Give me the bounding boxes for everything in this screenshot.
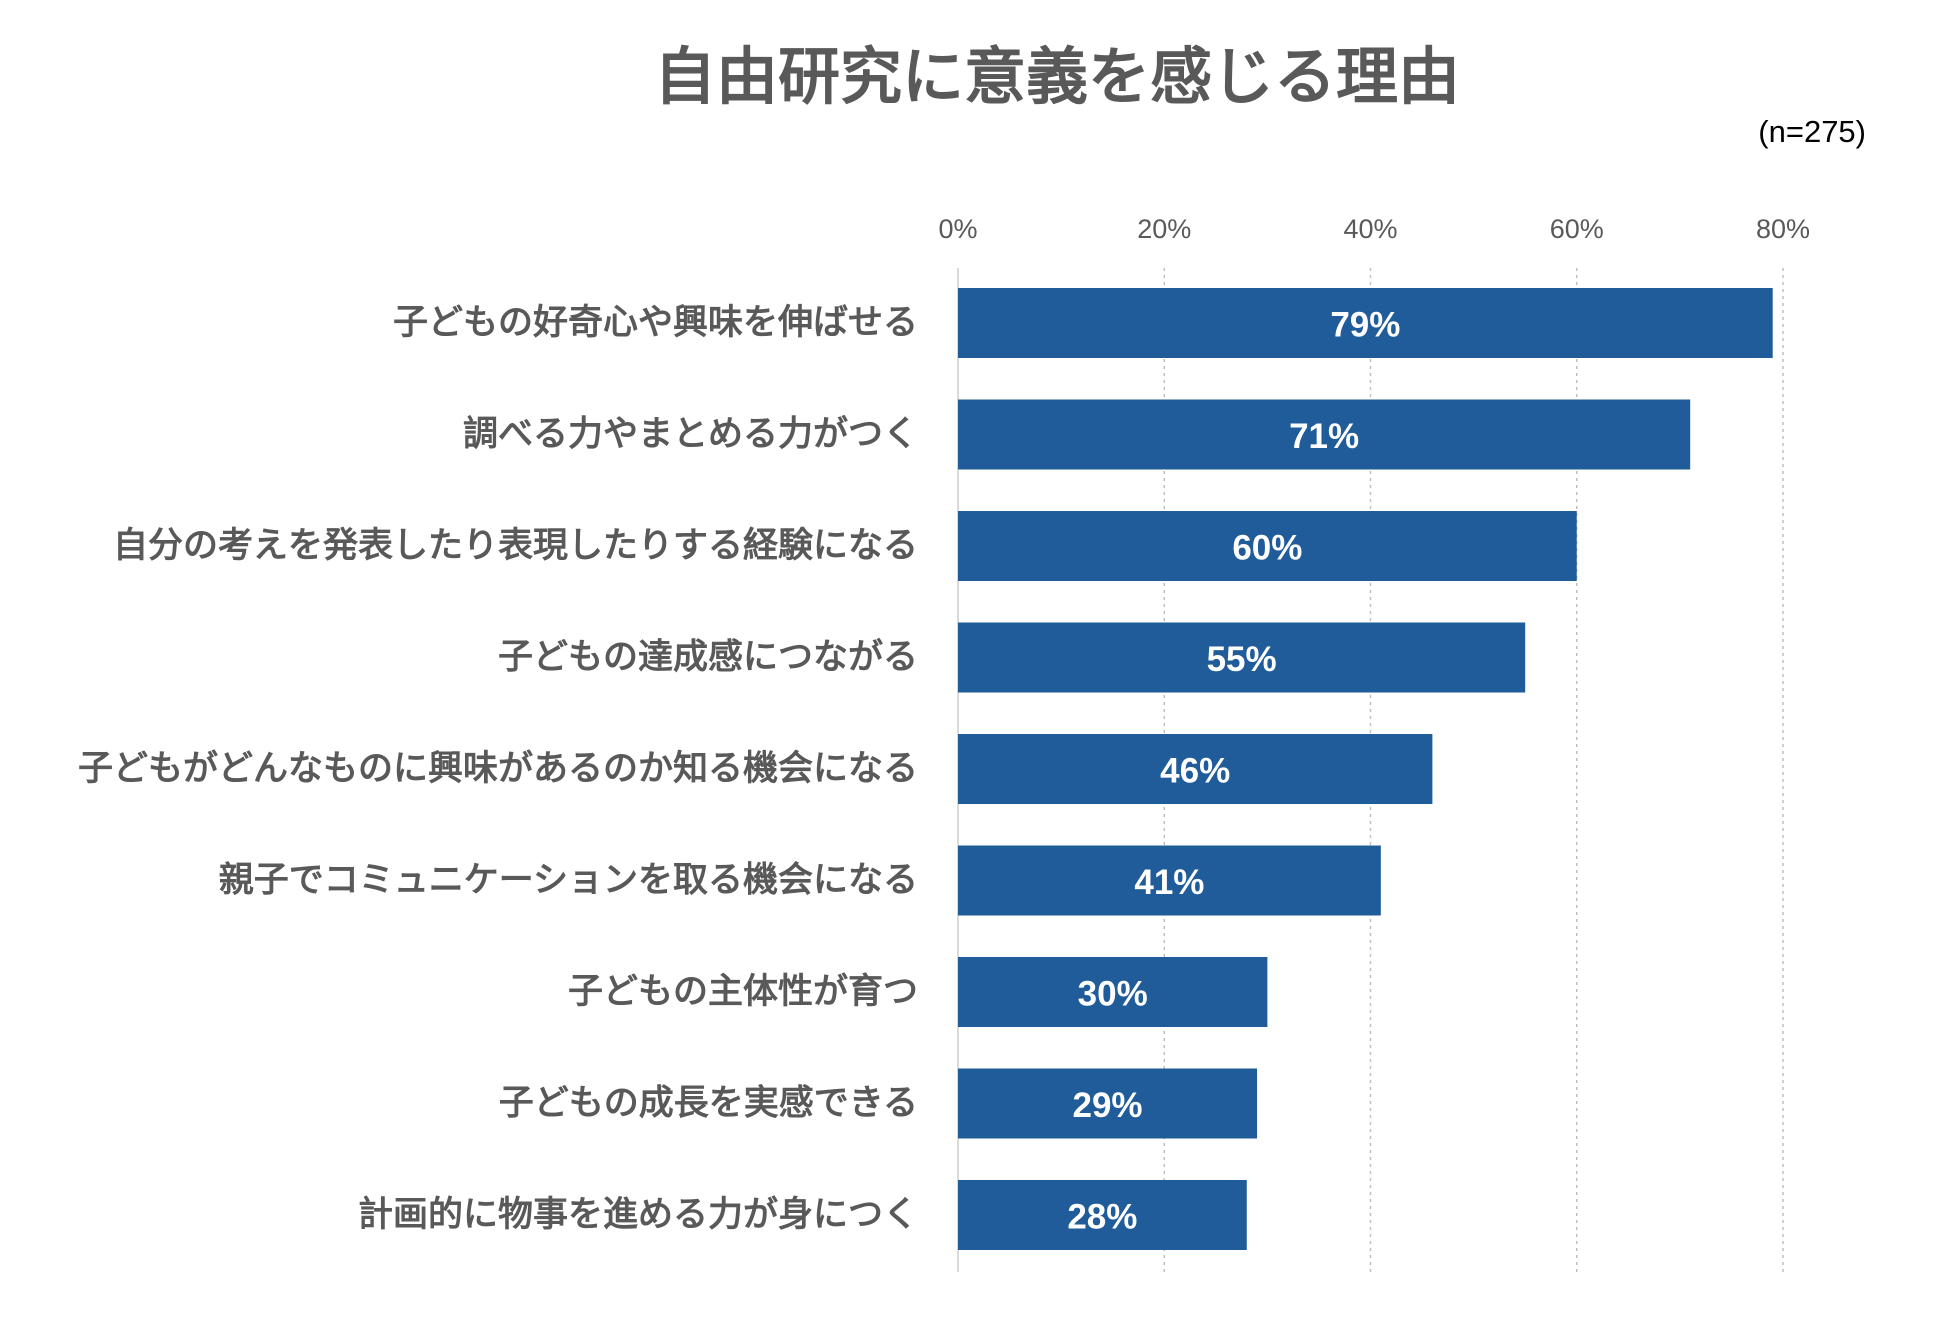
category-label: 子どもの達成感につながる: [498, 638, 918, 678]
bar: [958, 288, 1773, 358]
value-label: 79%: [1330, 306, 1400, 345]
value-label: 71%: [1289, 417, 1359, 456]
category-label: 親子でコミュニケーションを取る機会になる: [219, 861, 918, 901]
bar: [958, 511, 1577, 581]
bar: [958, 845, 1381, 916]
value-label: 46%: [1160, 752, 1230, 791]
category-label: 自分の考えを発表したり表現したりする経験になる: [113, 526, 918, 566]
sample-size-note: (n=275): [1758, 114, 1866, 149]
value-label: 60%: [1232, 529, 1302, 568]
category-label: 子どもの成長を実感できる: [499, 1084, 918, 1124]
x-tick-label: 60%: [1550, 214, 1604, 244]
chart-title: 自由研究に意義を感じる理由: [654, 40, 1460, 113]
x-tick-labels: 0% 20% 40% 60% 80%: [938, 214, 1810, 244]
x-tick-label: 20%: [1137, 214, 1191, 244]
value-label: 28%: [1067, 1198, 1137, 1237]
x-tick-label: 40%: [1343, 214, 1397, 244]
category-label: 調べる力やまとめる力がつく: [463, 415, 918, 455]
category-label: 子どもの好奇心や興味を伸ばせる: [393, 303, 918, 343]
category-labels: 子どもの好奇心や興味を伸ばせる調べる力やまとめる力がつく自分の考えを発表したり表…: [78, 303, 918, 1235]
value-label: 30%: [1078, 975, 1148, 1014]
bar: [958, 399, 1691, 470]
value-label: 55%: [1207, 640, 1277, 679]
category-label: 子どもの主体性が育つ: [568, 972, 918, 1012]
value-label: 29%: [1073, 1086, 1143, 1125]
bars: [958, 288, 1773, 1250]
category-label: 子どもがどんなものに興味があるのか知る機会になる: [78, 749, 918, 789]
bar: [958, 1068, 1258, 1139]
bar: [958, 734, 1433, 804]
bar: [958, 957, 1268, 1027]
category-label: 計画的に物事を進める力が身につく: [358, 1195, 918, 1235]
bar: [958, 1180, 1247, 1250]
x-tick-label: 80%: [1756, 214, 1810, 244]
x-tick-label: 0%: [938, 214, 977, 244]
value-label: 41%: [1134, 863, 1204, 902]
bar: [958, 622, 1526, 693]
value-labels: 79% 71% 60% 55% 46% 41% 30% 29% 28%: [1067, 306, 1400, 1237]
